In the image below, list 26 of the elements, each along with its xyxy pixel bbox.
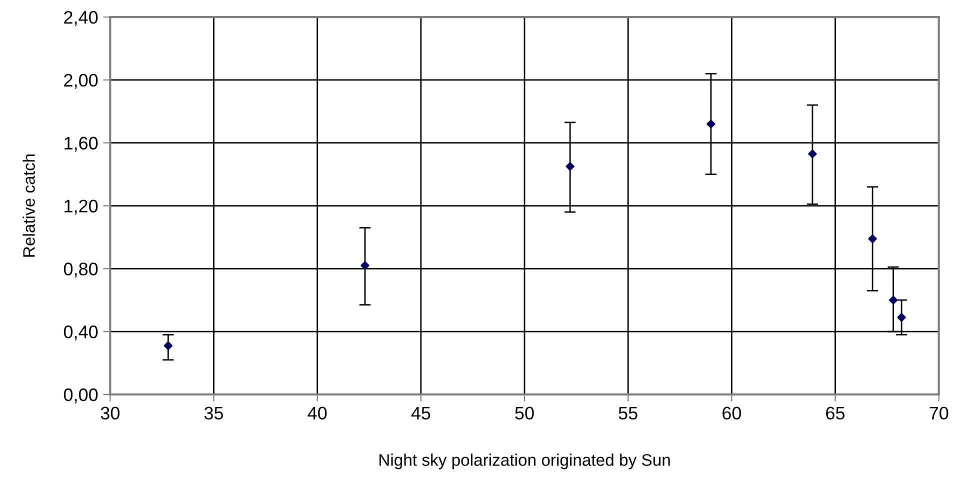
y-tick-label: 0,00 — [64, 388, 98, 404]
y-tick-label: 0,80 — [64, 262, 98, 278]
point — [808, 149, 817, 158]
point — [566, 162, 574, 171]
x-tick-label: 45 — [411, 406, 430, 420]
y-tick-label: 2,40 — [64, 10, 98, 26]
x-tick-label: 65 — [826, 406, 845, 420]
point — [897, 313, 906, 322]
y-tick-label: 1,60 — [64, 136, 98, 152]
x-tick-label: 70 — [930, 406, 948, 420]
point — [360, 261, 370, 270]
point — [868, 234, 877, 244]
point — [706, 120, 716, 128]
x-tick-label: 30 — [100, 406, 120, 420]
y-tick-label: 2,00 — [64, 74, 98, 89]
x-tick-label: 50 — [515, 406, 534, 420]
y-axis-title: Relative catch — [22, 154, 35, 257]
x-tick-label: 35 — [204, 406, 224, 420]
point — [888, 296, 898, 304]
x-tick-label: 40 — [308, 406, 327, 420]
point — [164, 341, 173, 350]
x-axis-title: Night sky polarization originated by Sun — [380, 454, 670, 470]
y-tick-label: 0,40 — [64, 326, 98, 340]
x-tick-label: 55 — [618, 406, 638, 420]
y-tick-label: 1,20 — [64, 200, 98, 215]
x-tick-label: 60 — [722, 406, 742, 420]
